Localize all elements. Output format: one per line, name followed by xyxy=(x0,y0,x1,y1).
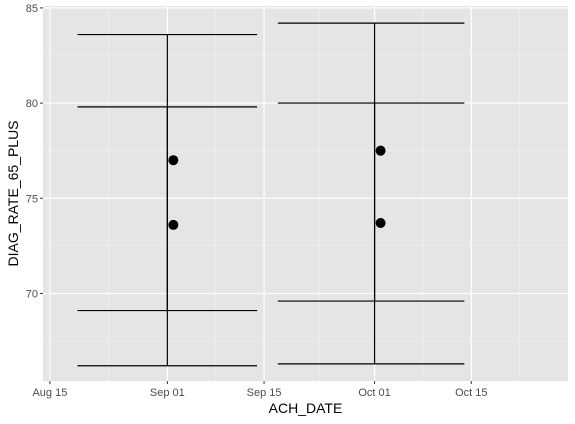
x-tick-label: Aug 15 xyxy=(32,387,67,399)
data-points xyxy=(168,145,386,230)
y-tick-label: 70 xyxy=(26,288,38,300)
data-point xyxy=(168,219,179,230)
data-point xyxy=(375,145,386,156)
x-tick-label: Oct 15 xyxy=(455,387,487,399)
data-point xyxy=(375,218,386,229)
x-tick-label: Sep 01 xyxy=(150,387,185,399)
x-tick-label: Sep 15 xyxy=(247,387,282,399)
x-axis: Aug 15 Sep 01 Sep 15 Oct 01 Oct 15 xyxy=(32,381,487,399)
data-point xyxy=(168,155,179,166)
plot-panel xyxy=(43,6,568,381)
y-tick-label: 75 xyxy=(26,193,38,205)
y-axis: 70 75 80 85 xyxy=(26,3,43,300)
y-tick-label: 85 xyxy=(26,3,38,15)
y-axis-title: DIAG_RATE_65_PLUS xyxy=(5,120,21,266)
x-axis-title: ACH_DATE xyxy=(269,400,343,416)
grid-minor xyxy=(43,6,568,381)
y-tick-label: 80 xyxy=(26,98,38,110)
x-tick-label: Oct 01 xyxy=(358,387,390,399)
error-bars xyxy=(77,22,465,367)
